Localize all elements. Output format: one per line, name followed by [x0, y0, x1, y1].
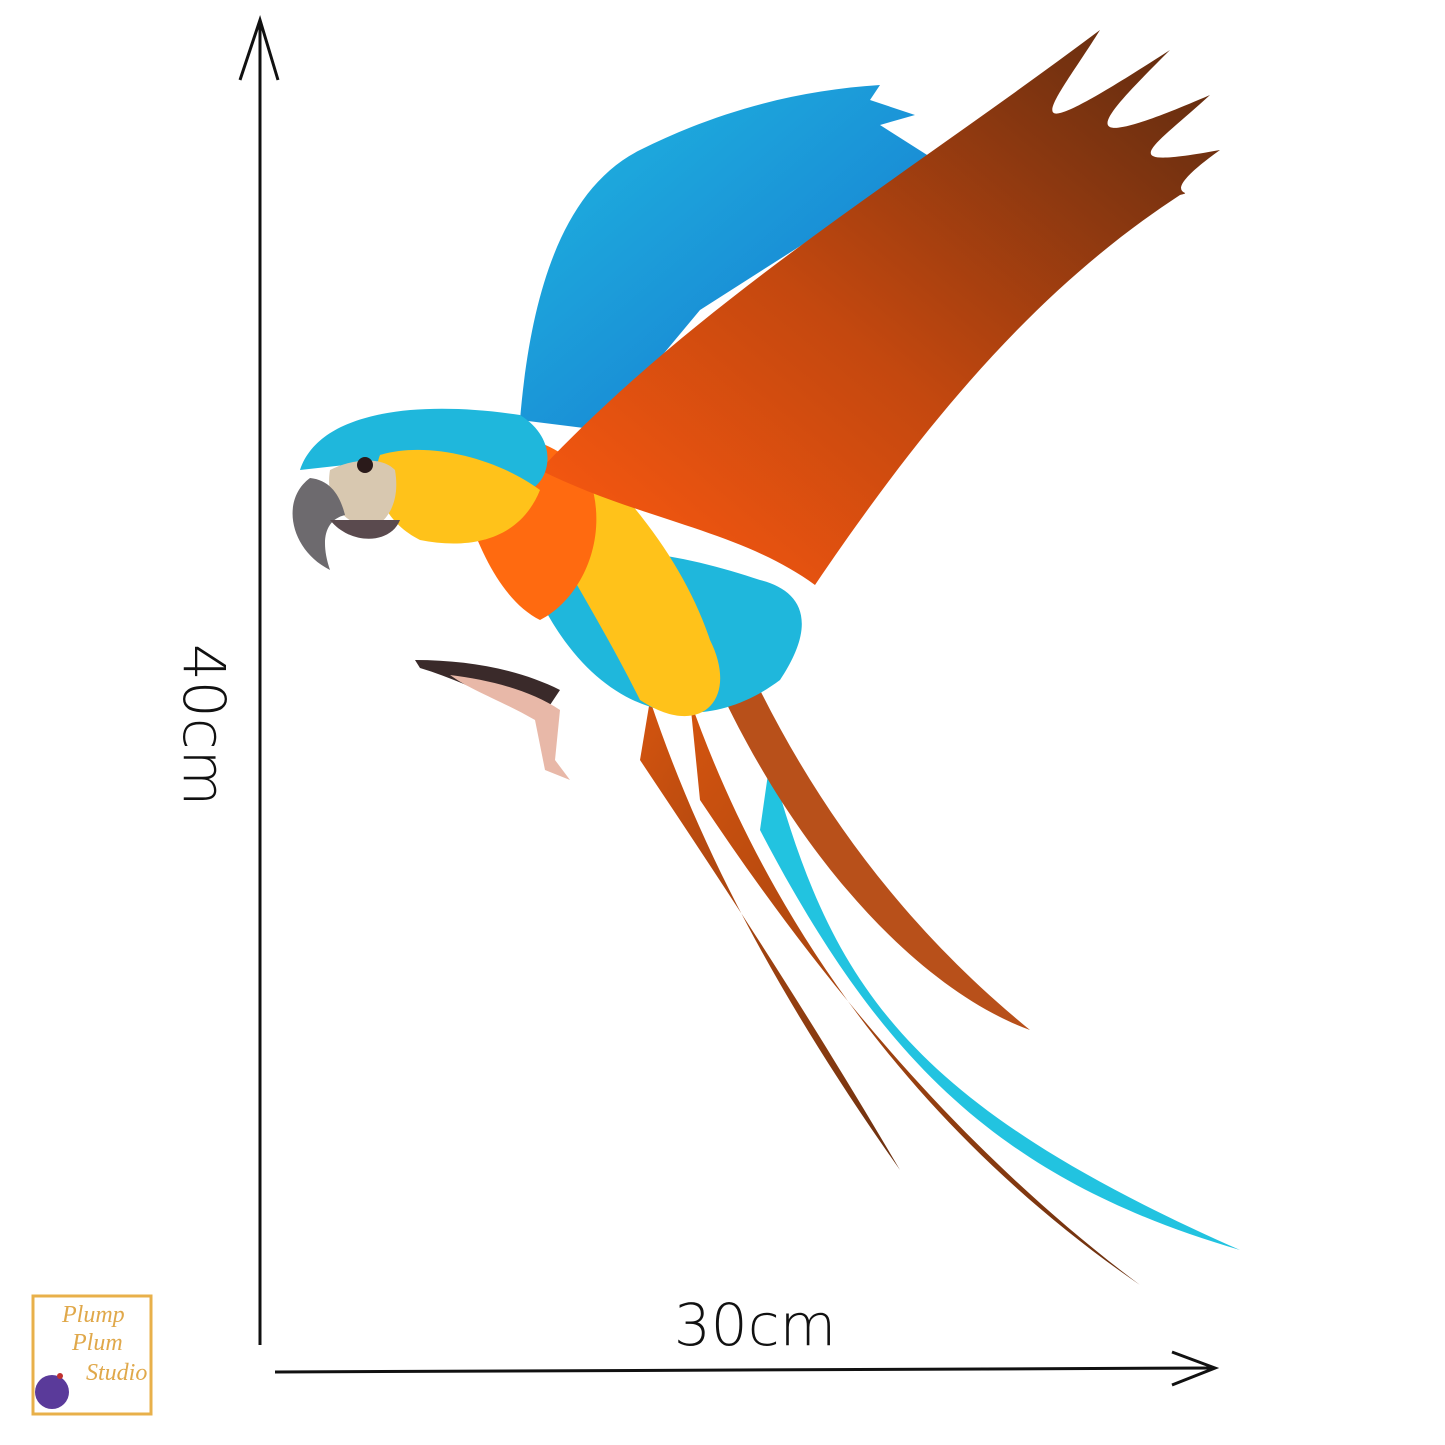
height-arrow	[238, 15, 280, 1345]
logo: Plump Plum Studio	[31, 1294, 153, 1416]
logo-line: Studio	[86, 1360, 147, 1386]
height-label: 40cm	[170, 644, 238, 806]
logo-line: Plump	[61, 1302, 125, 1328]
width-arrow	[274, 1350, 1220, 1387]
width-label: 30cm	[674, 1291, 836, 1359]
parrot-illustration	[292, 30, 1240, 1285]
logo-line: Plum	[71, 1330, 123, 1356]
